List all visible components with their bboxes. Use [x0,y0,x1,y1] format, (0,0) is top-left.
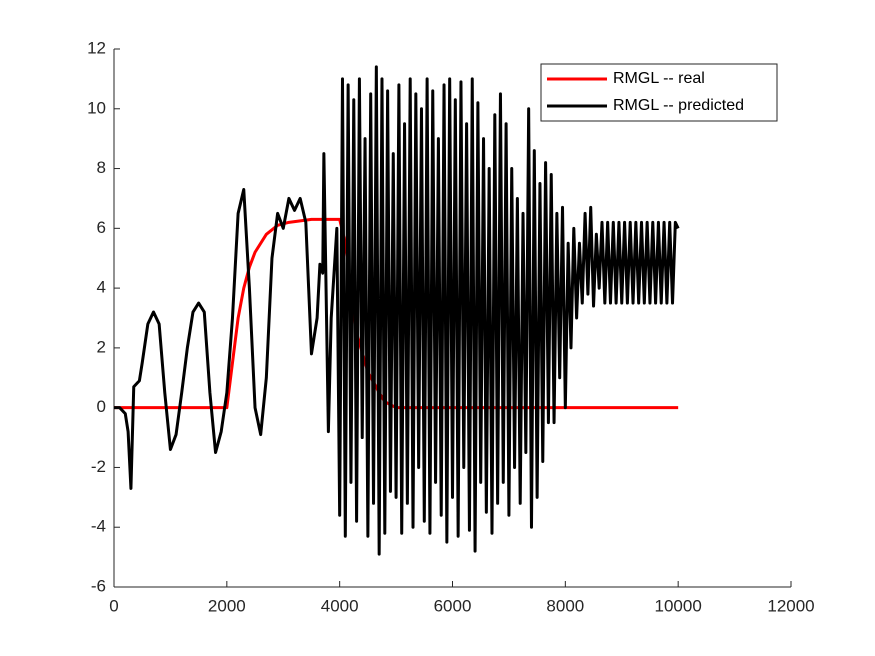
legend-label: RMGL -- predicted [613,97,744,114]
x-tick-label: 2000 [208,596,246,615]
y-tick-label: -4 [91,517,106,536]
x-tick-label: 0 [109,596,118,615]
x-tick-label: 4000 [321,596,359,615]
y-tick-label: 10 [87,98,106,117]
y-tick-label: 6 [97,218,106,237]
y-tick-label: 4 [97,278,106,297]
y-tick-label: 2 [97,337,106,356]
x-tick-label: 10000 [655,596,702,615]
y-tick-label: 12 [87,38,106,57]
x-tick-label: 8000 [546,596,584,615]
x-tick-label: 12000 [767,596,814,615]
y-tick-label: -6 [91,576,106,595]
y-tick-label: 0 [97,397,106,416]
legend-box [540,63,778,122]
y-tick-label: -2 [91,457,106,476]
series-line [114,65,680,556]
x-tick-label: 6000 [434,596,472,615]
legend-label: RMGL -- real [613,70,705,87]
y-tick-label: 8 [97,158,106,177]
